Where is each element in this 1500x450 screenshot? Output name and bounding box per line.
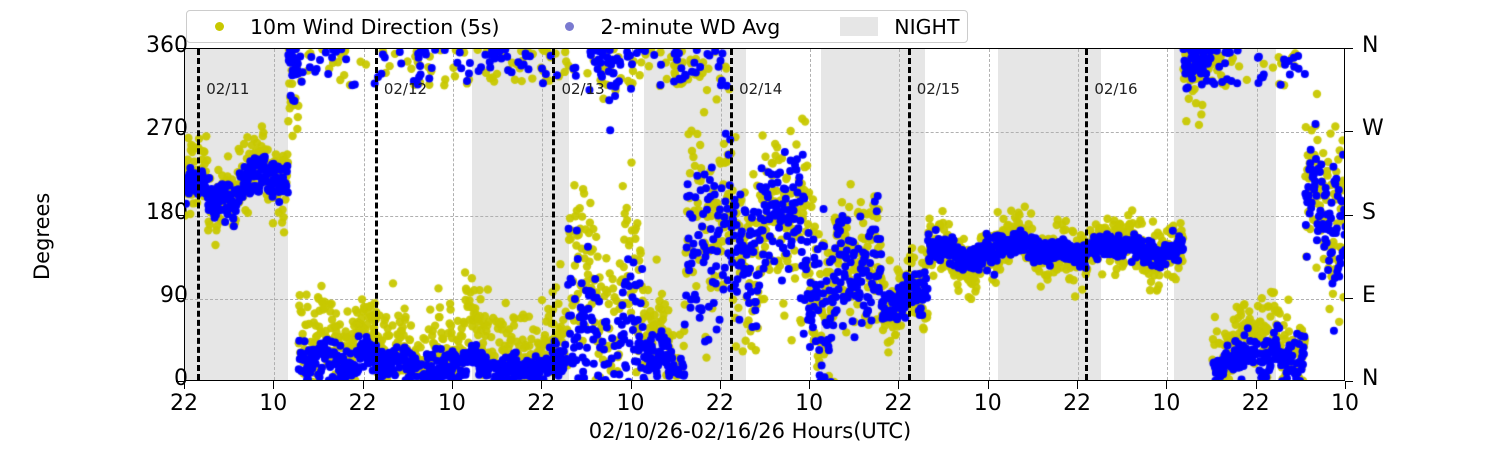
right-tick-mark [1345,297,1353,299]
day-divider-line [197,49,201,380]
scatter-points-canvas [185,49,1344,380]
x-tick-mark [362,381,364,389]
y-tick-label: 180 [146,199,188,225]
x-tick-mark [273,381,275,389]
x-tick-label: 10 [437,391,466,416]
right-tick-mark [1345,131,1353,133]
x-tick-mark [809,381,811,389]
x-axis-title: 02/10/26-02/16/26 Hours(UTC) [588,419,912,443]
x-tick-mark [898,381,900,389]
x-tick-mark [630,381,632,389]
y-tick-label: 360 [146,33,188,58]
day-divider-line [730,49,734,380]
x-tick-mark [1166,381,1168,389]
y-tick-label: 270 [146,116,188,142]
chart-legend: 10m Wind Direction (5s) 2-minute WD Avg … [186,10,968,43]
x-tick-label: 10 [616,391,645,416]
legend-item-night: NIGHT [840,11,959,42]
x-tick-mark [987,381,989,389]
day-divider-line [1085,49,1089,380]
x-tick-mark [184,381,185,389]
right-tick-mark [1345,381,1353,382]
x-tick-label: 22 [1241,391,1270,416]
right-tick-label: N [1362,366,1379,391]
day-divider-label: 02/12 [383,80,428,98]
y-tick-mark [176,131,184,133]
x-tick-label: 10 [1152,391,1181,416]
legend-label-night: NIGHT [894,14,960,39]
x-tick-mark [1345,381,1346,389]
x-tick-label: 22 [1063,391,1092,416]
day-divider-label: 02/16 [1094,80,1138,98]
day-divider-line [552,49,556,380]
legend-marker-patch-night [840,17,879,36]
x-tick-mark [541,381,543,389]
x-tick-label: 10 [1331,391,1359,416]
legend-label-wind-direction-5s: 10m Wind Direction (5s) [250,14,500,39]
right-tick-mark [1345,48,1353,49]
x-tick-label: 10 [259,391,288,416]
right-tick-label: E [1362,282,1376,308]
day-divider-label: 02/15 [916,80,960,98]
x-tick-label: 22 [348,391,377,416]
right-tick-label: W [1362,116,1384,142]
right-tick-label: N [1362,33,1379,58]
x-tick-label: 10 [795,391,824,416]
x-tick-label: 10 [973,391,1002,416]
day-divider-label: 02/13 [561,80,605,98]
y-tick-label: 90 [160,282,188,308]
day-divider-label: 02/14 [739,80,783,98]
right-tick-mark [1345,214,1353,216]
x-tick-mark [451,381,453,389]
legend-item-wind-direction-5s: 10m Wind Direction (5s) [215,11,499,42]
day-divider-label: 02/11 [206,80,250,98]
day-divider-line [374,49,378,380]
x-tick-mark [1077,381,1079,389]
legend-marker-dot-blue [565,22,575,31]
y-tick-mark [176,48,184,49]
y-tick-mark [176,297,184,299]
x-tick-label: 22 [705,391,734,416]
x-tick-label: 22 [884,391,913,416]
x-tick-mark [1255,381,1257,389]
y-tick-mark [176,214,184,216]
day-divider-line [907,49,911,380]
right-tick-label: S [1362,199,1376,225]
x-tick-mark [719,381,721,389]
x-tick-label: 22 [170,391,198,416]
legend-label-wd-2min-avg: 2-minute WD Avg [600,14,781,39]
y-tick-mark [176,381,184,382]
y-axis-title: Degrees [30,192,54,280]
legend-marker-dot-yellow [215,22,224,31]
legend-item-wd-2min-avg: 2-minute WD Avg [565,11,780,42]
x-tick-label: 22 [527,391,556,416]
plot-area: 02/11 02/12 02/13 02/14 02/15 02/16 [184,48,1345,381]
